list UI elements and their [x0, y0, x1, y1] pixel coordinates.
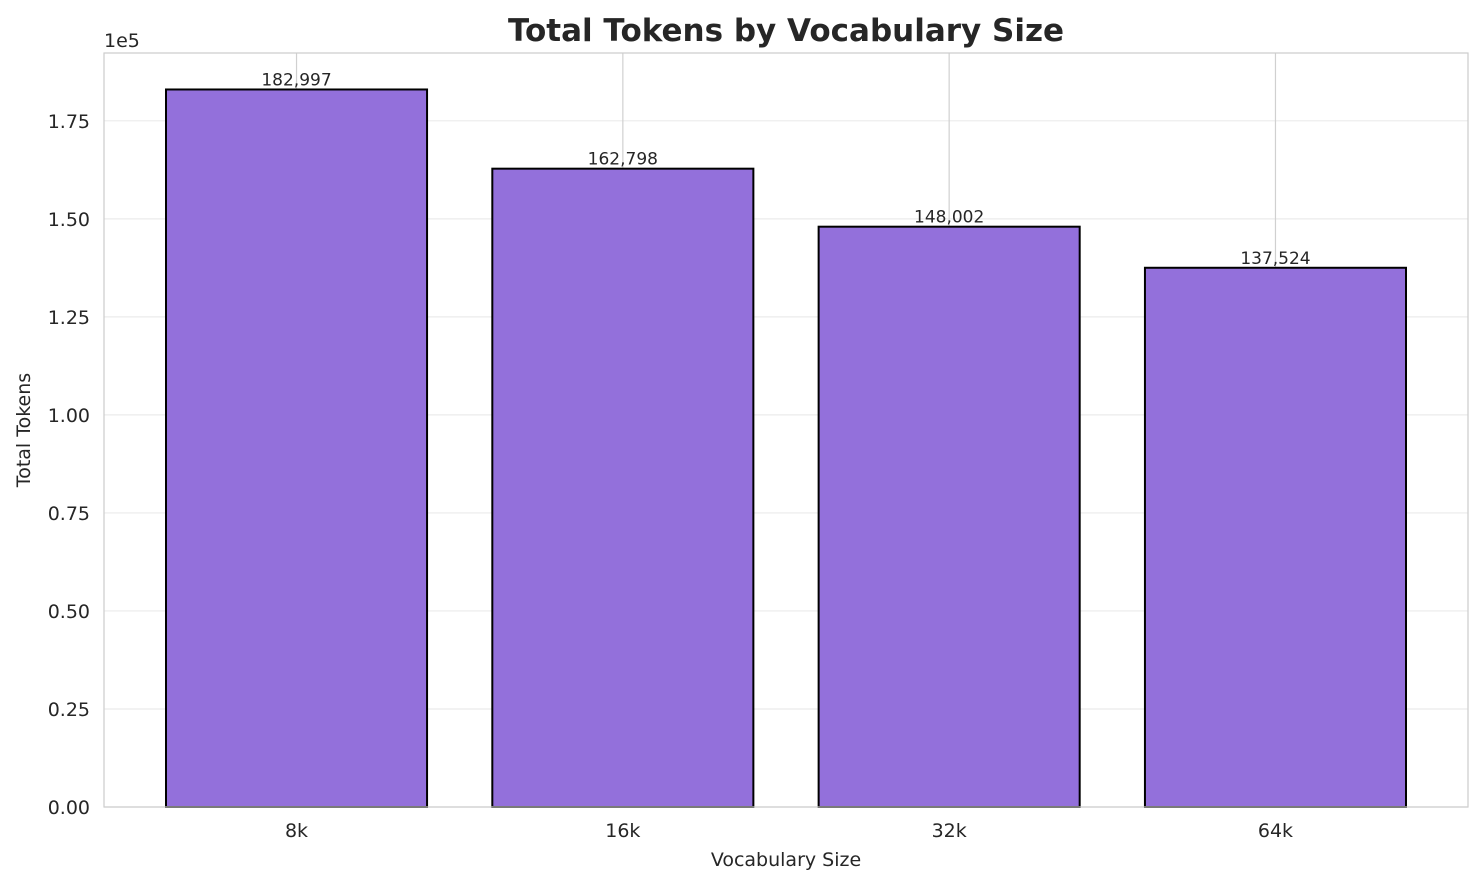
- bar-8k: [165, 88, 429, 808]
- y-tick-label: 1.25: [48, 307, 90, 329]
- data-label: 137,524: [1240, 249, 1310, 269]
- x-axis-label: Vocabulary Size: [711, 849, 861, 871]
- chart-title: Total Tokens by Vocabulary Size: [508, 13, 1064, 49]
- y-tick-label: 0.75: [48, 503, 90, 525]
- bar-32k: [817, 225, 1081, 808]
- y-tick-label: 0.00: [48, 797, 90, 819]
- x-tick-label: 64k: [1258, 820, 1293, 842]
- data-label: 162,798: [588, 150, 658, 170]
- x-tick-label: 8k: [285, 820, 308, 842]
- y-tick-label: 1.00: [48, 405, 90, 427]
- y-axis-label: Total Tokens: [13, 373, 35, 488]
- y-tick-label: 0.25: [48, 699, 90, 721]
- data-label: 182,997: [261, 70, 331, 90]
- bar-16k: [491, 167, 755, 808]
- y-offset-label: 1e5: [104, 30, 140, 52]
- plot-frame: [103, 52, 1469, 808]
- data-label: 148,002: [914, 208, 984, 228]
- x-tick-label: 16k: [605, 820, 640, 842]
- y-tick-label: 1.75: [48, 111, 90, 133]
- x-tick-label: 32k: [932, 820, 967, 842]
- y-tick-label: 0.50: [48, 601, 90, 623]
- bar-64k: [1143, 266, 1408, 808]
- y-tick-label: 1.50: [48, 209, 90, 231]
